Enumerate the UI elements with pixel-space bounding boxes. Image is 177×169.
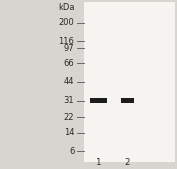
Text: 14: 14 [64, 128, 74, 137]
Bar [84, 2, 175, 162]
Text: 6: 6 [69, 147, 74, 156]
Text: kDa: kDa [58, 3, 74, 12]
Text: 1: 1 [95, 158, 101, 167]
Bar [90, 98, 107, 103]
Text: 200: 200 [59, 18, 74, 27]
Bar [121, 98, 134, 103]
Text: 22: 22 [64, 113, 74, 122]
Text: 2: 2 [125, 158, 130, 167]
Text: 116: 116 [58, 37, 74, 46]
Text: 44: 44 [64, 77, 74, 87]
Text: 31: 31 [64, 96, 74, 105]
Text: 66: 66 [64, 59, 74, 68]
Text: 97: 97 [64, 44, 74, 53]
